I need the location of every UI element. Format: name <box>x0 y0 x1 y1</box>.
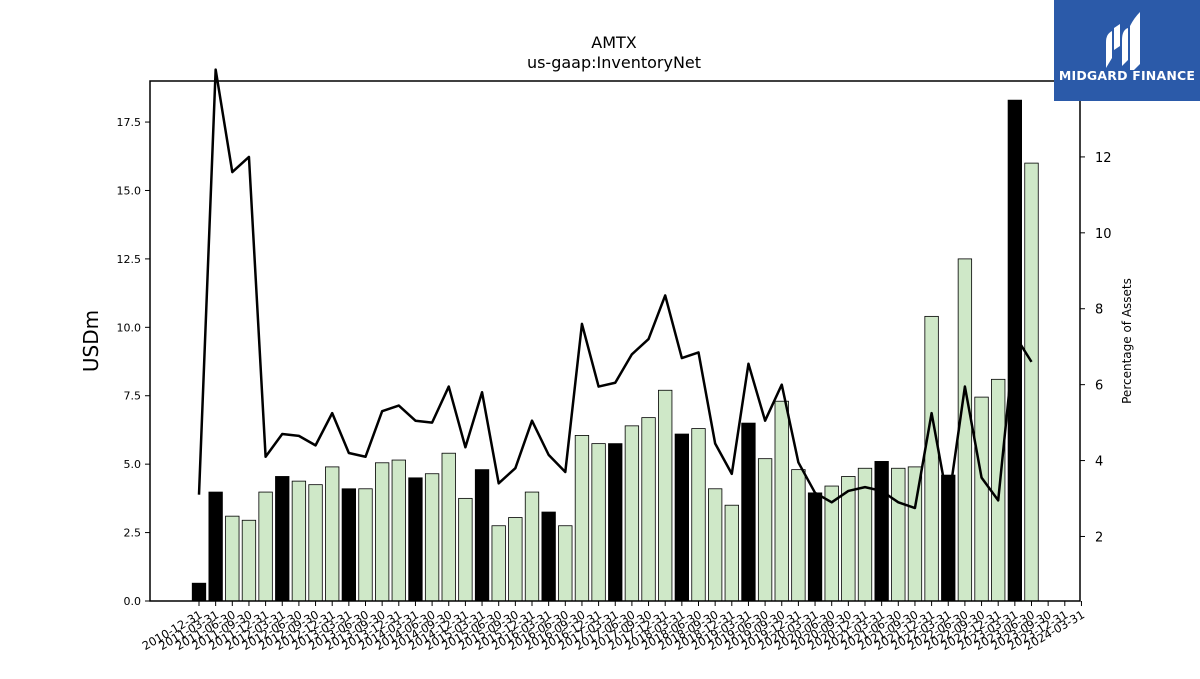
bar-2016-06-30 <box>558 525 573 602</box>
bar-2014-12-31 <box>458 497 473 602</box>
bar-2015-03-31 <box>474 469 490 602</box>
bar-2015-09-30 <box>508 517 523 602</box>
y-axis-right: 2 4 6 8 10 12 <box>1080 151 1112 545</box>
chart-subtitle: us-gaap:InventoryNet <box>527 53 701 72</box>
bar-2015-06-30 <box>491 525 506 602</box>
y-right-tick-label: 6 <box>1095 379 1103 394</box>
y-right-tick-label: 2 <box>1095 530 1103 545</box>
bar-2011-09-30 <box>241 519 257 602</box>
brand-logo: MIDGARD FINANCE <box>1054 0 1200 101</box>
bar-2017-03-31 <box>608 443 623 602</box>
bar-2011-03-31 <box>208 491 223 602</box>
bar-2018-06-30 <box>691 428 706 602</box>
y-tick-label: 17.5 <box>117 116 142 129</box>
bar-2012-09-30 <box>308 484 323 602</box>
chart-title: AMTX <box>591 33 637 52</box>
y-tick-label: 2.5 <box>124 527 142 540</box>
bar-2019-03-31 <box>741 422 756 602</box>
line-series <box>197 68 1033 510</box>
bar-2017-12-31 <box>658 389 673 602</box>
line-layer <box>197 68 1033 510</box>
bar-2023-06-30 <box>1024 162 1039 602</box>
bar-2013-09-30 <box>374 462 390 602</box>
bar-2014-06-30 <box>424 473 440 602</box>
bars-layer <box>191 99 1039 602</box>
bar-2023-03-31 <box>1007 99 1022 602</box>
bar-2021-12-31 <box>924 315 939 602</box>
y-tick-label: 7.5 <box>124 390 142 403</box>
bar-2018-12-31 <box>724 504 739 602</box>
brand-logo-icon <box>1106 12 1140 70</box>
bar-2018-09-30 <box>708 488 723 602</box>
bar-2011-06-30 <box>225 515 240 602</box>
bar-2015-12-31 <box>524 491 540 602</box>
x-axis: 2010-12-312011-03-312011-06-302011-09-30… <box>140 601 1087 653</box>
bar-2021-03-31 <box>874 461 889 602</box>
bar-2018-03-31 <box>674 433 689 602</box>
y-axis-label: USDm <box>79 310 103 372</box>
y-right-tick-label: 12 <box>1095 151 1112 166</box>
y-tick-label: 12.5 <box>117 253 142 266</box>
bar-2014-09-30 <box>441 452 456 602</box>
y-tick-label: 10.0 <box>117 321 142 334</box>
bar-2010-12-31 <box>191 582 207 602</box>
bar-2022-03-31 <box>941 474 956 602</box>
bar-2012-03-31 <box>275 476 290 602</box>
bar-2014-03-31 <box>408 477 423 602</box>
y-right-tick-label: 4 <box>1095 455 1103 470</box>
bar-2017-09-30 <box>641 417 656 602</box>
y-axis-left: 0.0 2.5 5.0 7.5 10.0 12.5 15.0 17.5 <box>117 116 150 608</box>
y-right-tick-label: 8 <box>1095 303 1103 318</box>
bar-2022-09-30 <box>974 396 989 602</box>
bar-2016-03-31 <box>541 511 556 602</box>
y-right-tick-label: 10 <box>1095 227 1112 242</box>
bar-2017-06-30 <box>624 425 640 602</box>
bar-2013-06-30 <box>358 488 373 602</box>
y-tick-label: 0.0 <box>124 595 142 608</box>
bar-2019-09-30 <box>774 400 789 602</box>
bar-2016-09-30 <box>574 435 590 602</box>
y-axis-label-right: Percentage of Assets <box>1120 278 1134 404</box>
bar-2020-03-31 <box>807 492 823 602</box>
bar-2011-12-31 <box>258 491 273 602</box>
bar-2021-06-30 <box>891 467 906 602</box>
bar-2022-06-30 <box>957 258 973 602</box>
bar-2013-12-31 <box>391 459 406 602</box>
bar-2013-03-31 <box>341 488 357 602</box>
brand-logo-text: MIDGARD FINANCE <box>1058 68 1196 83</box>
y-tick-label: 15.0 <box>117 184 142 197</box>
bar-2012-12-31 <box>325 466 340 602</box>
bar-2019-06-30 <box>757 458 773 602</box>
bar-2019-12-31 <box>791 469 806 602</box>
y-tick-label: 5.0 <box>124 458 142 471</box>
bar-2016-12-31 <box>591 443 606 602</box>
bar-2012-06-30 <box>291 480 307 602</box>
